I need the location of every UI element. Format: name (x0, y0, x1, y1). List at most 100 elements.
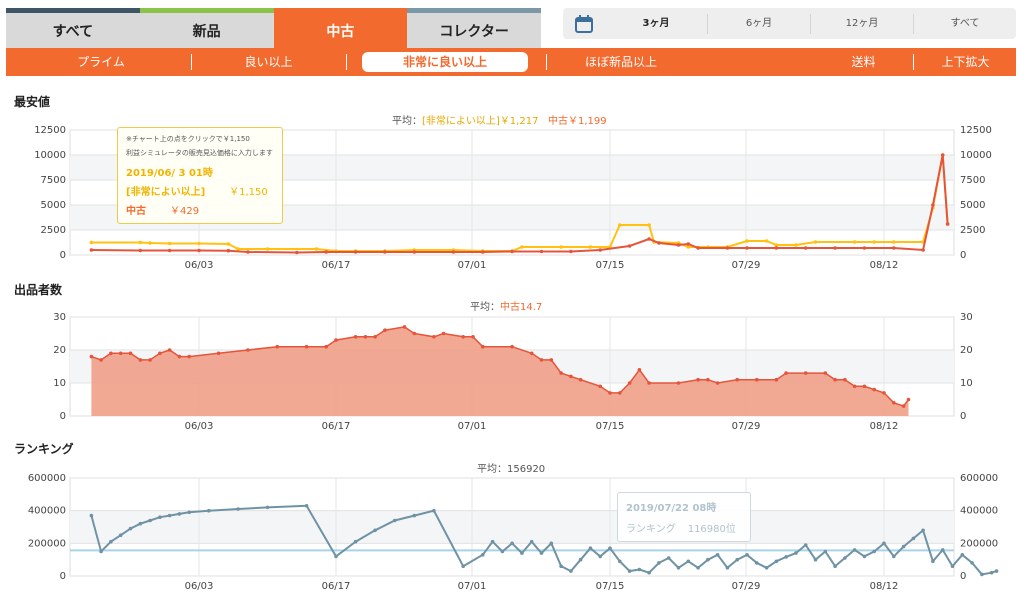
period-6-months[interactable]: 6ヶ月 (707, 13, 810, 34)
x-tick-label: 08/12 (870, 421, 899, 432)
data-point (666, 556, 671, 560)
data-point (647, 223, 651, 227)
data-point (892, 554, 896, 559)
data-point (187, 510, 191, 515)
avg-used-label: 中古 (548, 116, 568, 127)
x-tick-label: 08/12 (870, 260, 899, 271)
x-tick-label: 06/03 (185, 581, 214, 592)
data-point (627, 569, 632, 573)
data-point (392, 518, 397, 523)
divider (546, 54, 547, 70)
data-point (823, 371, 828, 375)
avg-prefix: 平均： (470, 302, 500, 313)
zoom-vertical-button[interactable]: 上下拡大 (941, 55, 990, 69)
period-3-months[interactable]: 3ヶ月 (642, 17, 670, 29)
filter-prime[interactable]: プライム (77, 55, 125, 69)
filter-shipping[interactable]: 送料 (851, 55, 876, 69)
data-point (794, 243, 798, 247)
tab-used[interactable]: 中古 (273, 8, 408, 48)
data-point (803, 246, 808, 250)
x-tick-label: 07/15 (596, 581, 625, 592)
tooltip-used-value: ￥429 (170, 206, 200, 217)
data-point (481, 553, 485, 557)
y-tick-label-right: 0 (960, 250, 966, 261)
data-point (657, 561, 661, 565)
data-point (334, 554, 338, 559)
tab-all[interactable]: すべて (6, 8, 140, 48)
data-point (852, 240, 857, 244)
filter-very-good-or-better[interactable]: 非常に良い以上 (362, 52, 528, 72)
filter-good-or-better[interactable]: 良い以上 (244, 55, 293, 69)
grid-band (70, 510, 954, 544)
data-point (197, 248, 201, 253)
data-point (706, 557, 710, 562)
data-point (588, 546, 593, 550)
y-tick-label-right: 200000 (960, 538, 998, 549)
y-tick-label-left: 0 (60, 250, 66, 261)
x-tick-label: 06/17 (322, 581, 351, 592)
data-point (432, 508, 436, 513)
period-all[interactable]: すべて (913, 13, 1016, 34)
data-point (784, 555, 788, 559)
data-point (569, 374, 573, 379)
data-point (608, 391, 612, 395)
data-point (246, 250, 250, 254)
data-point (921, 528, 925, 533)
data-point (696, 246, 700, 250)
data-point (696, 377, 700, 382)
data-point (833, 246, 837, 250)
data-point (774, 243, 779, 247)
data-point (177, 512, 182, 516)
calendar-icon[interactable] (563, 8, 605, 39)
x-tick-label: 08/12 (870, 581, 899, 592)
data-point (901, 404, 906, 408)
data-point (89, 248, 94, 252)
filter-like-new-or-better[interactable]: ほぼ新品以上 (584, 55, 657, 69)
data-point (118, 351, 123, 356)
data-point (569, 569, 573, 573)
tooltip-condition-label: [非常によい以上] (126, 187, 206, 198)
data-point (167, 348, 172, 352)
data-point (510, 249, 514, 254)
divider (191, 54, 192, 70)
avg-condition-label: [非常によい以上] (422, 116, 500, 127)
data-point (353, 335, 358, 339)
data-point (461, 564, 466, 568)
data-point (774, 377, 779, 382)
y-tick-label-left: 0 (60, 411, 66, 422)
y-tick-label-right: 10 (960, 378, 973, 389)
tooltip-note-2: 利益シミュレータの販売見込価格に入力します (126, 149, 273, 157)
data-point (715, 381, 720, 385)
period-12-months[interactable]: 12ヶ月 (810, 13, 913, 34)
data-point (901, 544, 906, 549)
data-point (559, 564, 563, 568)
data-point (945, 222, 950, 226)
tab-new[interactable]: 新品 (139, 8, 274, 48)
y-tick-label-right: 0 (960, 571, 966, 582)
tab-collector[interactable]: コレクター (407, 8, 541, 48)
data-point (960, 553, 965, 557)
divider (913, 54, 914, 70)
data-point (197, 241, 201, 246)
ranking-tooltip-date: 2019/07/22 08時 (626, 503, 717, 514)
x-tick-label: 07/01 (458, 421, 487, 432)
data-point (167, 513, 172, 518)
price-average: 平均：[非常によい以上]￥1,217 中古￥1,199 (392, 112, 607, 127)
data-point (539, 551, 544, 555)
data-point (177, 354, 182, 359)
x-tick-label: 07/29 (732, 421, 761, 432)
tooltip-date: 2019/06/ 3 01時 (126, 168, 213, 179)
data-point (510, 541, 514, 546)
data-point (784, 371, 788, 375)
data-point (725, 246, 730, 250)
data-point (490, 539, 495, 544)
ranking-tooltip-value: 116980位 (687, 524, 736, 535)
data-point (970, 561, 974, 565)
price-section-title: 最安値 (14, 95, 51, 109)
data-point (578, 557, 583, 562)
x-tick-label: 06/17 (322, 260, 351, 271)
y-tick-label-left: 7500 (41, 175, 66, 186)
data-point (138, 248, 143, 253)
data-point (852, 384, 857, 389)
